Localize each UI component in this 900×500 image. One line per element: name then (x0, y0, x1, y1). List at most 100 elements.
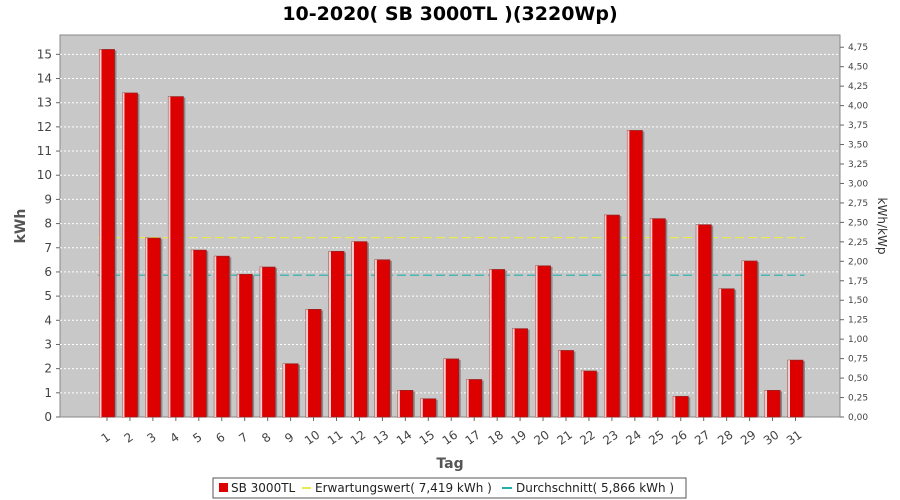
x-tick-label: 17 (463, 428, 484, 448)
y-right-tick-label: 2,75 (848, 199, 868, 209)
bar (328, 250, 345, 418)
bar-highlight (558, 350, 561, 417)
y-right-tick-label: 2,00 (848, 257, 868, 267)
x-tick-label: 12 (348, 428, 369, 448)
y-right-tick-label: 2,50 (848, 218, 868, 228)
bar (374, 259, 391, 418)
x-tick-label: 6 (213, 430, 227, 446)
y-right-tick-label: 1,50 (848, 296, 868, 306)
x-tick-label: 11 (325, 428, 346, 448)
x-tick-label: 29 (738, 428, 759, 448)
bar (695, 224, 712, 418)
bar (144, 237, 161, 418)
y-right-tick-label: 1,25 (848, 316, 868, 326)
bar-highlight (627, 130, 630, 417)
bar-highlight (351, 241, 354, 417)
bars (99, 49, 805, 418)
x-tick-label: 8 (259, 430, 273, 446)
y-right-tick-label: 0,25 (848, 394, 868, 404)
bar (649, 218, 666, 418)
legend-box (212, 477, 687, 499)
bar (213, 255, 230, 418)
x-tick-label: 13 (371, 428, 392, 448)
y-right-tick-label: 0,00 (848, 413, 868, 423)
bar-highlight (283, 363, 286, 417)
x-tick-label: 26 (669, 428, 690, 448)
bar-highlight (99, 49, 102, 418)
y-tick-label: 11 (37, 144, 52, 158)
x-tick-label: 23 (600, 428, 621, 448)
bar-highlight (604, 215, 607, 417)
y-right-tick-label: 4,25 (848, 82, 868, 92)
bar (236, 273, 253, 418)
x-tick-label: 22 (577, 428, 598, 448)
bar-highlight (191, 250, 194, 417)
x-tick-label: 10 (302, 428, 323, 448)
bar (443, 358, 460, 418)
y-tick-label: 7 (44, 241, 52, 255)
y-right-tick-label: 0,50 (848, 374, 868, 384)
x-tick-label: 20 (531, 428, 552, 448)
y-right-tick-label: 0,75 (848, 355, 868, 365)
legend-label-expected: Erwartungswert( 7,419 kWh ) (315, 481, 492, 495)
y-right-tick-label: 3,25 (848, 160, 868, 170)
bar-highlight (214, 256, 217, 417)
y-tick-label: 2 (44, 362, 52, 376)
legend-label-sb3000tl: SB 3000TL (231, 481, 296, 495)
bar-highlight (673, 396, 676, 417)
x-tick-label: 14 (394, 428, 415, 448)
bar-highlight (420, 398, 423, 417)
bar-highlight (466, 379, 469, 417)
bar-highlight (329, 251, 331, 417)
bar (718, 288, 735, 418)
bar-highlight (374, 259, 377, 417)
x-tick-label: 4 (167, 430, 181, 446)
x-tick-label: 19 (509, 428, 530, 448)
x-tick-label: 7 (236, 430, 250, 446)
y-tick-label: 5 (44, 289, 52, 303)
y-tick-label: 14 (37, 72, 52, 86)
bar (741, 260, 758, 418)
x-tick-label: 25 (646, 428, 667, 448)
bar-highlight (696, 224, 699, 417)
bar (259, 266, 276, 418)
bar (512, 328, 528, 418)
bar-highlight (306, 309, 309, 417)
y-right-tick-label: 4,75 (848, 43, 868, 53)
bar (535, 265, 551, 418)
y-right-tick-label: 3,75 (848, 121, 868, 131)
y-tick-label: 1 (44, 386, 52, 400)
bar (282, 363, 299, 418)
y-tick-label: 13 (37, 96, 52, 110)
bar-highlight (650, 218, 653, 417)
bar-highlight (719, 288, 722, 417)
y-right-tick-label: 4,50 (848, 63, 868, 73)
y-tick-label: 4 (44, 313, 52, 327)
x-axis: 1 2 3 4 5 6 7 8 9 10 11 12 13 14 15 16 17 18 19 20 21 22 23 24 2… (99, 417, 804, 448)
bar-highlight (788, 360, 790, 417)
y-right-tick-label: 4,00 (848, 102, 868, 112)
chart-title: 10-2020( SB 3000TL )(3220Wp) (282, 3, 617, 25)
bar (305, 309, 322, 418)
y-tick-label: 10 (37, 168, 52, 182)
y-tick-label: 6 (44, 265, 52, 279)
bar-highlight (168, 96, 171, 417)
legend-swatch-sb3000tl (219, 483, 228, 492)
bar (558, 350, 574, 418)
bar-highlight (237, 274, 240, 417)
bar-highlight (122, 93, 125, 417)
bar-highlight (581, 371, 584, 417)
bar (787, 359, 804, 418)
bar-highlight (489, 269, 492, 417)
y-right-tick-label: 1,75 (848, 277, 868, 287)
bar-highlight (260, 267, 263, 417)
x-tick-label: 21 (554, 428, 575, 448)
bar (397, 390, 414, 418)
bar-highlight (535, 265, 538, 417)
bar-highlight (443, 358, 446, 417)
x-tick-label: 30 (761, 428, 782, 448)
y-tick-label: 8 (44, 217, 52, 231)
y-right-tick-label: 3,50 (848, 141, 868, 151)
